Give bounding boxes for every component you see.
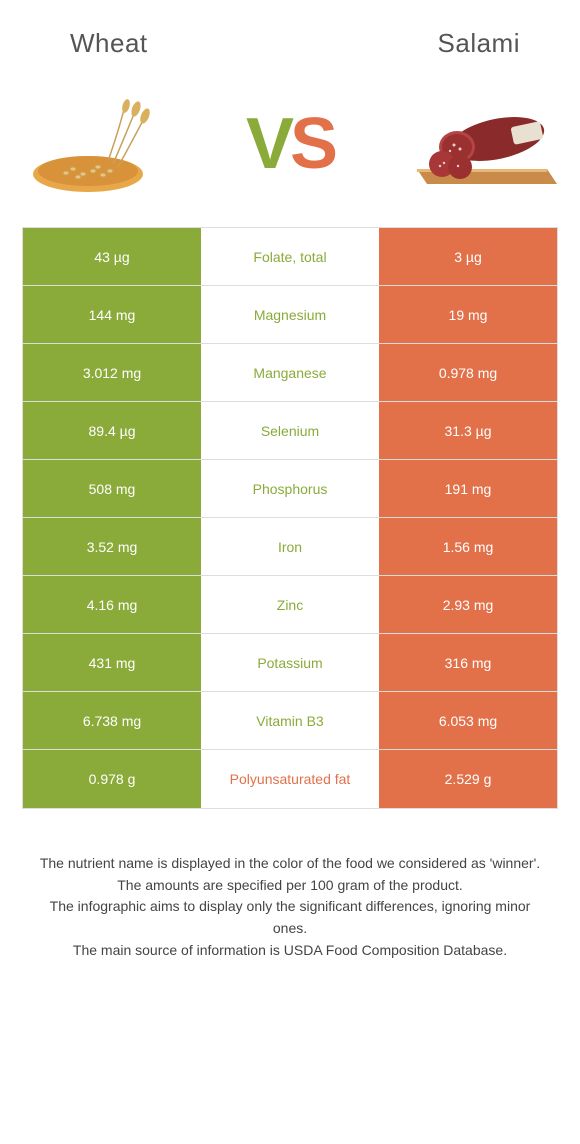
cell-left-value: 43 µg — [23, 228, 201, 285]
cell-nutrient-label: Selenium — [201, 402, 379, 459]
titles-row: Wheat Salami — [0, 0, 580, 69]
cell-left-value: 0.978 g — [23, 750, 201, 808]
footnote-line: The infographic aims to display only the… — [32, 896, 548, 939]
cell-left-value: 4.16 mg — [23, 576, 201, 633]
vs-s: S — [290, 104, 334, 184]
table-row: 3.52 mgIron1.56 mg — [23, 518, 557, 576]
cell-right-value: 1.56 mg — [379, 518, 557, 575]
cell-right-value: 316 mg — [379, 634, 557, 691]
cell-left-value: 6.738 mg — [23, 692, 201, 749]
footnote-line: The amounts are specified per 100 gram o… — [32, 875, 548, 897]
cell-left-value: 144 mg — [23, 286, 201, 343]
cell-right-value: 2.93 mg — [379, 576, 557, 633]
title-left: Wheat — [70, 28, 148, 59]
footnote-line: The main source of information is USDA F… — [32, 940, 548, 962]
cell-nutrient-label: Manganese — [201, 344, 379, 401]
vs-label: VS — [246, 108, 334, 180]
table-row: 43 µgFolate, total3 µg — [23, 228, 557, 286]
cell-left-value: 431 mg — [23, 634, 201, 691]
cell-nutrient-label: Folate, total — [201, 228, 379, 285]
cell-right-value: 2.529 g — [379, 750, 557, 808]
footnotes: The nutrient name is displayed in the co… — [32, 853, 548, 961]
cell-right-value: 191 mg — [379, 460, 557, 517]
table-row: 0.978 gPolyunsaturated fat2.529 g — [23, 750, 557, 808]
wheat-image — [18, 89, 178, 199]
cell-left-value: 3.012 mg — [23, 344, 201, 401]
table-row: 6.738 mgVitamin B36.053 mg — [23, 692, 557, 750]
table-row: 4.16 mgZinc2.93 mg — [23, 576, 557, 634]
cell-left-value: 508 mg — [23, 460, 201, 517]
cell-nutrient-label: Potassium — [201, 634, 379, 691]
cell-nutrient-label: Magnesium — [201, 286, 379, 343]
table-row: 3.012 mgManganese0.978 mg — [23, 344, 557, 402]
table-row: 89.4 µgSelenium31.3 µg — [23, 402, 557, 460]
cell-nutrient-label: Polyunsaturated fat — [201, 750, 379, 808]
cell-right-value: 19 mg — [379, 286, 557, 343]
cell-left-value: 3.52 mg — [23, 518, 201, 575]
hero-row: VS — [0, 69, 580, 227]
cell-right-value: 3 µg — [379, 228, 557, 285]
nutrient-table: 43 µgFolate, total3 µg144 mgMagnesium19 … — [22, 227, 558, 809]
cell-nutrient-label: Zinc — [201, 576, 379, 633]
footnote-line: The nutrient name is displayed in the co… — [32, 853, 548, 875]
table-row: 144 mgMagnesium19 mg — [23, 286, 557, 344]
table-row: 431 mgPotassium316 mg — [23, 634, 557, 692]
salami-image — [402, 89, 562, 199]
cell-nutrient-label: Phosphorus — [201, 460, 379, 517]
title-right: Salami — [438, 28, 520, 59]
cell-right-value: 6.053 mg — [379, 692, 557, 749]
cell-right-value: 31.3 µg — [379, 402, 557, 459]
cell-right-value: 0.978 mg — [379, 344, 557, 401]
table-row: 508 mgPhosphorus191 mg — [23, 460, 557, 518]
cell-nutrient-label: Iron — [201, 518, 379, 575]
cell-left-value: 89.4 µg — [23, 402, 201, 459]
vs-v: V — [246, 104, 290, 184]
cell-nutrient-label: Vitamin B3 — [201, 692, 379, 749]
